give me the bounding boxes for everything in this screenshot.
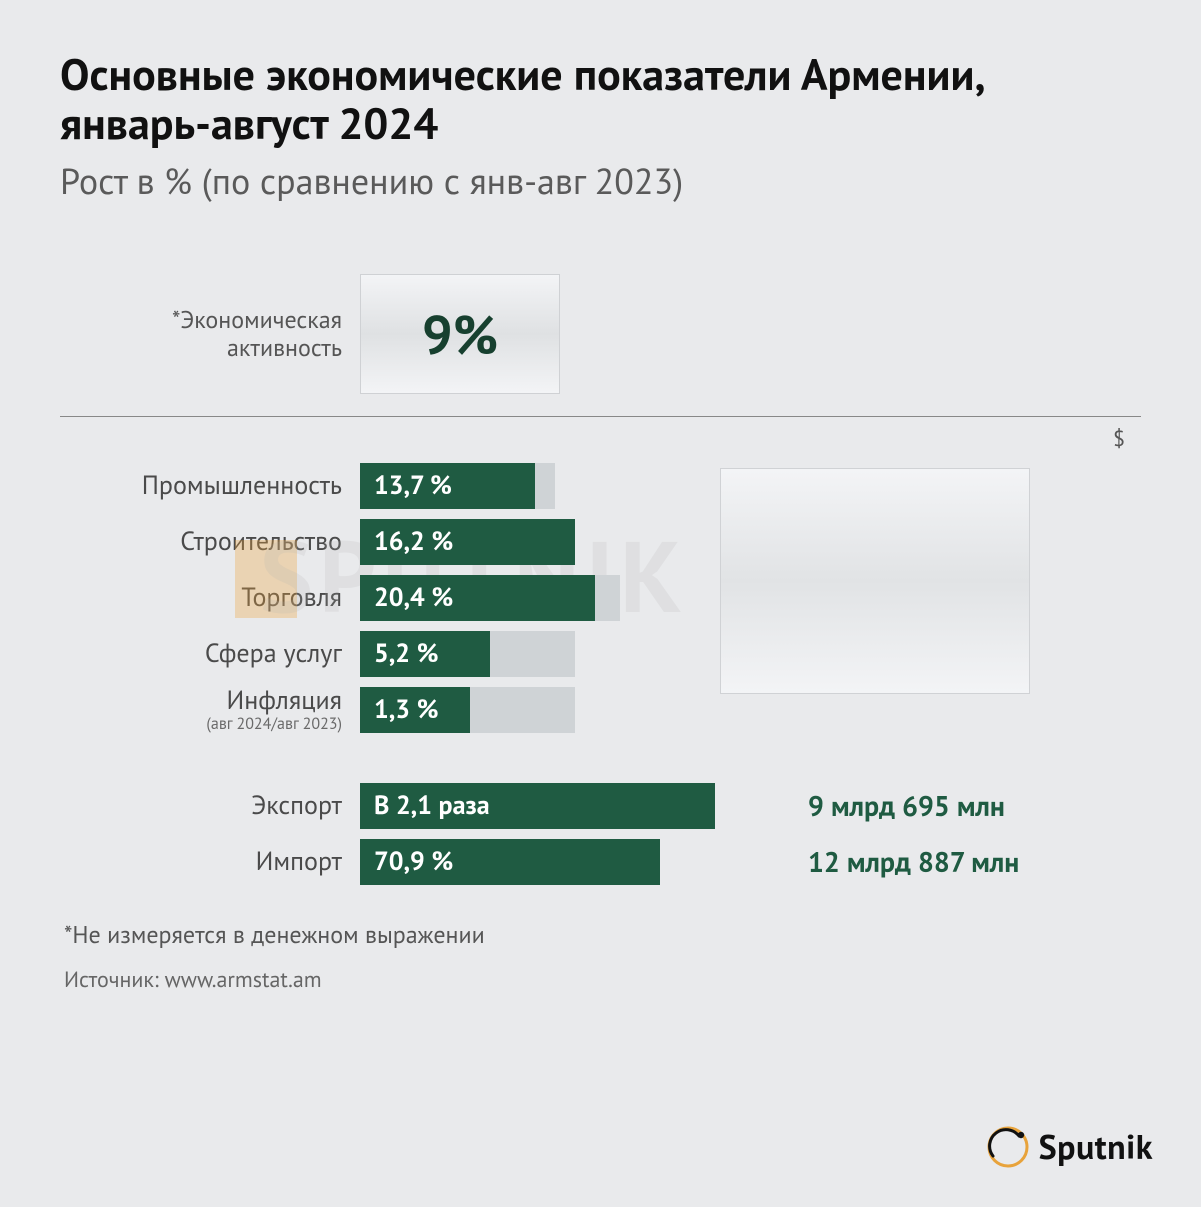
bar-foreground: 1,3 %	[360, 687, 470, 733]
row-label: Промышленность	[60, 472, 360, 499]
bar-foreground: 20,4 %	[360, 575, 595, 621]
bar-foreground: 13,7 %	[360, 463, 535, 509]
chart-row: ЭкспортВ 2,1 раза 9 млрд 695 млн	[60, 783, 1141, 829]
bar-cell: 5,2 %	[360, 631, 780, 677]
headline-value-box: 9%	[360, 274, 560, 394]
chart-row: Импорт70,9 % 12 млрд 887 млн	[60, 839, 1141, 885]
row-sublabel: (авг 2024/авг 2023)	[60, 716, 342, 733]
headline-label-line1: *Экономическая	[172, 304, 342, 335]
bar-cell: 13,7 %	[360, 463, 780, 509]
row-label: Импорт	[60, 848, 360, 875]
bar-cell: 70,9 %	[360, 839, 780, 885]
row-label: Торговля	[60, 584, 360, 611]
row-label: Строительство	[60, 528, 360, 555]
bar-foreground: 70,9 %	[360, 839, 660, 885]
row-amount: 12 млрд 887 млн	[780, 843, 1140, 880]
headline-row: *Экономическая активность 9%	[60, 274, 1141, 417]
bar-foreground: В 2,1 раза	[360, 783, 715, 829]
row-amount: 9 млрд 695 млн	[780, 787, 1140, 824]
headline-label-line2: активность	[227, 332, 342, 363]
footnote: *Не измеряется в денежном выражении	[60, 919, 1141, 950]
row-label: Экспорт	[60, 792, 360, 819]
bar-cell: 16,2 %	[360, 519, 780, 565]
bar-cell: 1,3 %	[360, 687, 780, 733]
row-label: Инфляция(авг 2024/авг 2023)	[60, 687, 360, 733]
source: Источник: www.armstat.am	[60, 966, 1141, 994]
sputnik-icon	[987, 1126, 1029, 1168]
headline-value: 9%	[422, 299, 498, 369]
bar-cell: В 2,1 раза	[360, 783, 780, 829]
logo: Sputnik	[987, 1125, 1153, 1169]
bar-foreground: 5,2 %	[360, 631, 490, 677]
headline-label: *Экономическая активность	[60, 306, 342, 361]
bar-foreground: 16,2 %	[360, 519, 575, 565]
currency-marker: $	[60, 417, 1141, 457]
page-subtitle: Рост в % (по сравнению с янв-авг 2023)	[60, 157, 1141, 204]
page-title: Основные экономические показатели Армени…	[60, 50, 1141, 149]
logo-text: Sputnik	[1039, 1125, 1153, 1169]
bar-cell: 20,4 %	[360, 575, 780, 621]
row-label: Сфера услуг	[60, 640, 360, 667]
